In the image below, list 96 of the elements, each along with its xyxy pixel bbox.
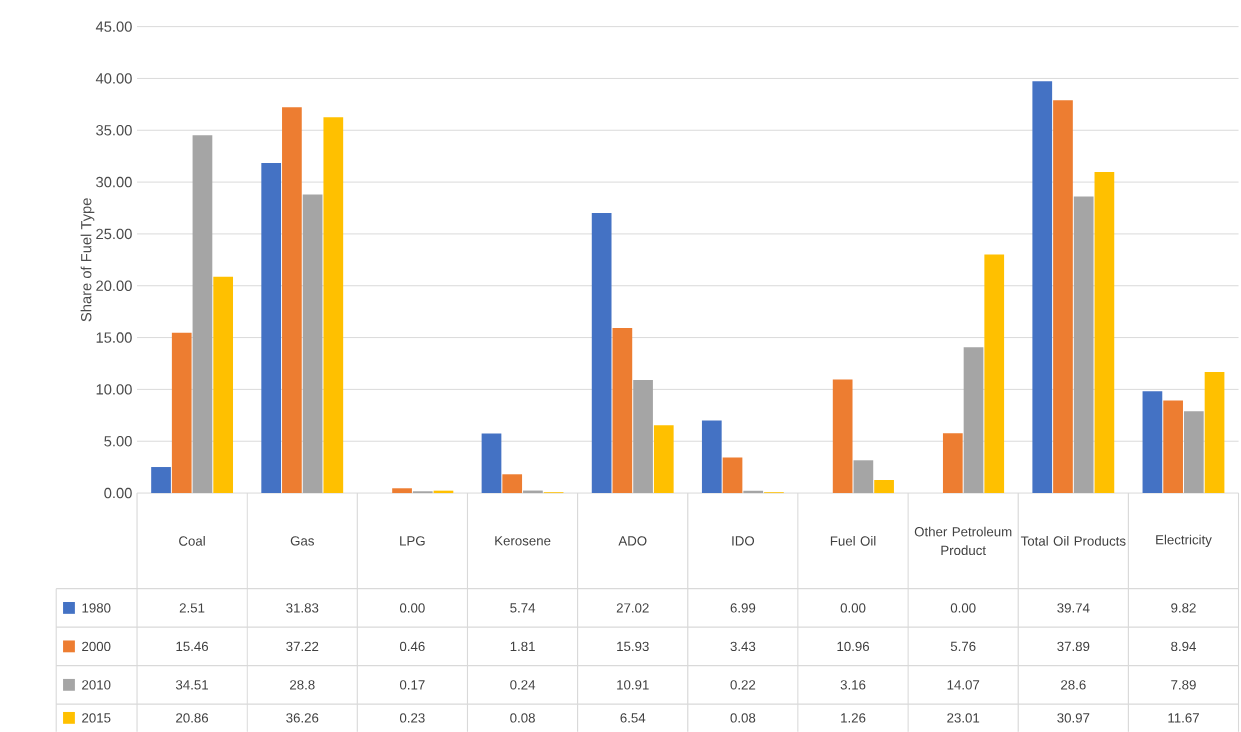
bar [1032, 80, 1053, 493]
bar [282, 107, 302, 493]
data-label: 0.46 [399, 641, 425, 651]
data-label: 2.51 [179, 603, 205, 613]
bar [213, 276, 234, 493]
data-label: 5.76 [950, 641, 976, 651]
data-label: 8.94 [1171, 641, 1197, 651]
bar [832, 379, 853, 493]
data-label: 23.01 [947, 713, 980, 723]
data-label: 0.00 [840, 603, 866, 613]
bar [302, 194, 323, 493]
data-label: 34.51 [175, 680, 208, 690]
bar [612, 327, 633, 493]
bar [853, 460, 874, 493]
legend-label: 1980 [82, 603, 111, 613]
bar [151, 466, 171, 493]
data-label: 39.74 [1057, 603, 1090, 613]
legend-label: 2010 [82, 680, 111, 690]
y-tick-label: 15.00 [96, 332, 132, 343]
data-label: 15.46 [176, 641, 209, 651]
data-label: 10.91 [617, 680, 649, 690]
x-tick-label: LPG [400, 536, 425, 546]
x-tick-label: ADO [618, 536, 647, 546]
data-label: 14.07 [947, 680, 980, 690]
data-label: 20.86 [176, 713, 209, 723]
bar [963, 347, 984, 493]
bar [171, 332, 192, 493]
data-label: 28.6 [1061, 680, 1086, 690]
bar [653, 425, 674, 493]
legend-label: 2015 [82, 713, 111, 723]
bar [633, 379, 653, 493]
data-label: 0.08 [730, 713, 756, 723]
y-tick-label: 40.00 [95, 73, 132, 84]
data-label: 31.83 [286, 603, 319, 613]
data-label: 1.81 [510, 641, 535, 651]
data-label: 0.17 [399, 680, 425, 690]
x-tick-label: Coal [179, 535, 205, 546]
bar [1183, 411, 1204, 493]
data-label: 0.00 [399, 603, 425, 613]
bar [1163, 400, 1183, 493]
bar [1204, 371, 1225, 493]
bar [701, 420, 722, 493]
data-label: 0.22 [730, 680, 756, 690]
data-label: 0.23 [399, 713, 425, 723]
data-label: 6.99 [730, 603, 756, 613]
x-tick-label: Gas [290, 536, 314, 546]
x-tick-label: Other Petroleum Product [914, 526, 1012, 555]
y-tick-label: 35.00 [96, 124, 132, 136]
data-label: 3.16 [840, 680, 866, 690]
bar [1053, 100, 1073, 493]
x-tick-label: Fuel Oil [830, 535, 876, 546]
bar [392, 488, 412, 493]
bar [722, 457, 743, 493]
bar [942, 433, 963, 493]
bar [323, 117, 344, 493]
x-tick-label: Kerosene [495, 536, 551, 546]
y-tick-label: 30.00 [96, 176, 132, 188]
data-label: 37.22 [286, 641, 319, 651]
data-label: 15.93 [617, 641, 649, 651]
data-label: 3.43 [730, 641, 756, 651]
bar [502, 474, 523, 493]
y-tick-label: 45.00 [95, 21, 132, 32]
y-tick-label: 0.00 [104, 487, 132, 499]
data-label: 9.82 [1171, 603, 1196, 613]
data-label: 5.74 [510, 603, 536, 613]
data-label: 0.00 [950, 603, 976, 613]
y-axis-title: Share of Fuel Type [80, 198, 95, 322]
bar [481, 433, 502, 493]
data-label: 0.24 [510, 680, 536, 690]
bar [1094, 171, 1115, 493]
data-label: 28.8 [290, 680, 315, 690]
data-label: 7.89 [1171, 680, 1196, 690]
data-label: 0.08 [510, 713, 535, 723]
legend-label: 2000 [82, 641, 111, 651]
data-label: 30.97 [1057, 713, 1090, 723]
bar [261, 162, 282, 493]
data-label: 36.26 [286, 713, 319, 723]
x-tick-label: IDO [732, 536, 755, 546]
y-tick-label: 25.00 [96, 228, 132, 239]
data-label: 27.02 [616, 603, 649, 613]
bar [1073, 196, 1094, 493]
data-label: 6.54 [620, 713, 646, 723]
x-tick-label: Total Oil Products [1020, 535, 1126, 546]
bar [591, 212, 612, 493]
y-tick-label: 5.00 [104, 435, 132, 447]
y-tick-label: 10.00 [96, 384, 132, 395]
x-tick-label: Electricity [1156, 534, 1212, 547]
bar [192, 135, 213, 493]
data-label: 11.67 [1168, 713, 1199, 723]
bar [1142, 391, 1163, 493]
data-label: 1.26 [841, 713, 866, 723]
y-tick-label: 20.00 [96, 280, 132, 291]
data-label: 37.89 [1057, 641, 1090, 651]
data-label: 10.96 [837, 641, 870, 651]
bar [874, 479, 894, 493]
bar [984, 254, 1005, 493]
